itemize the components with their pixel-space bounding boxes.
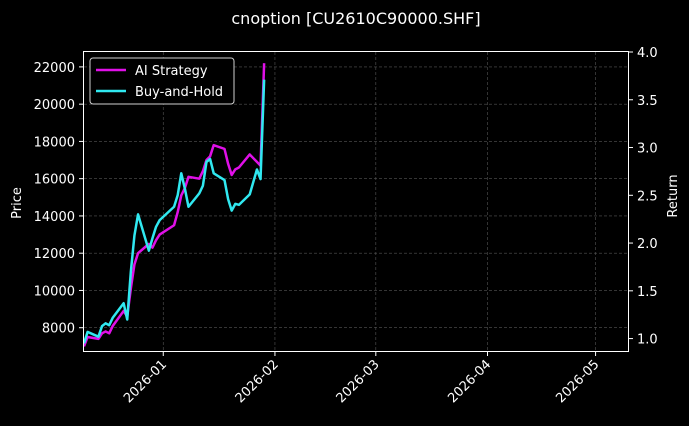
- y-tick-label: 18000: [34, 135, 75, 150]
- y-axis-label: Price: [10, 187, 25, 219]
- y-tick-label: 22000: [34, 61, 75, 76]
- grid: [84, 52, 628, 351]
- y2-tick-label: 3.5: [637, 94, 658, 109]
- y2-tick-label: 1.5: [637, 285, 658, 300]
- legend-label-buy-and-hold: Buy-and-Hold: [135, 85, 223, 100]
- y-tick-label: 20000: [34, 98, 75, 113]
- y-tick-label: 16000: [34, 173, 75, 188]
- y2-axis-label: Return: [666, 174, 681, 217]
- y2-tick-label: 4.0: [637, 46, 658, 61]
- y2-tick-label: 2.5: [637, 189, 658, 204]
- series-line-buy-and-hold: [84, 79, 266, 344]
- y2-tick-label: 1.0: [637, 333, 658, 348]
- plot-frame: [83, 51, 629, 352]
- y2-tick-label: 3.0: [637, 142, 658, 157]
- y-tick-label: 12000: [34, 247, 75, 262]
- legend-label-ai-strategy: AI Strategy: [135, 64, 208, 79]
- series-layer: [84, 63, 266, 347]
- y-tick-label: 8000: [42, 322, 75, 337]
- legend: AI Strategy Buy-and-Hold: [89, 57, 235, 105]
- series-line-ai-strategy: [84, 63, 266, 347]
- chart-title: cnoption [CU2610C90000.SHF]: [231, 9, 480, 28]
- y-tick-label: 10000: [34, 284, 75, 299]
- y2-tick-label: 2.0: [637, 237, 658, 252]
- y-tick-label: 14000: [34, 210, 75, 225]
